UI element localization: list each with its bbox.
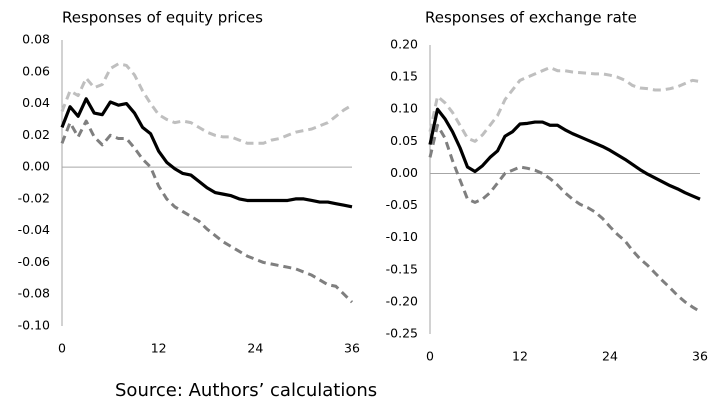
series-line xyxy=(60,62,353,145)
y-tick-label: 0.10 xyxy=(390,101,418,116)
x-tick-label: 0 xyxy=(58,341,66,356)
series-line xyxy=(428,123,701,313)
chart-title: Responses of equity prices xyxy=(62,9,263,27)
y-tick-label: 0.08 xyxy=(22,32,50,47)
y-tick-label: 0.04 xyxy=(22,95,50,110)
y-tick-label: -0.02 xyxy=(18,190,50,205)
series-line xyxy=(428,107,701,201)
x-tick-label: 36 xyxy=(344,341,360,356)
x-tick-label: 12 xyxy=(151,341,167,356)
y-tick-label: -0.04 xyxy=(18,222,50,237)
y-tick-label: 0.06 xyxy=(22,63,50,78)
series-line xyxy=(428,65,701,143)
series-line xyxy=(60,119,354,304)
x-tick-label: 24 xyxy=(602,349,618,364)
x-tick-label: 24 xyxy=(247,341,263,356)
y-tick-label: -0.20 xyxy=(386,293,418,308)
x-tick-label: 0 xyxy=(426,349,434,364)
y-tick-label: -0.10 xyxy=(18,318,50,333)
y-tick-label: 0.20 xyxy=(390,37,418,52)
chart-title: Responses of exchange rate xyxy=(425,9,637,27)
y-tick-label: -0.08 xyxy=(18,286,50,301)
y-tick-label: -0.10 xyxy=(386,229,418,244)
series-line xyxy=(60,97,353,209)
y-tick-label: 0.02 xyxy=(22,127,50,142)
x-tick-label: 12 xyxy=(512,349,528,364)
y-tick-label: -0.25 xyxy=(386,326,418,341)
y-tick-label: 0.15 xyxy=(390,69,418,84)
y-tick-label: 0.00 xyxy=(390,165,418,180)
x-tick-label: 36 xyxy=(692,349,708,364)
source-note: Source: Authors’ calculations xyxy=(115,380,377,401)
y-tick-label: -0.15 xyxy=(386,261,418,276)
y-tick-label: 0.05 xyxy=(390,133,418,148)
y-tick-label: -0.06 xyxy=(18,254,50,269)
y-tick-label: -0.05 xyxy=(386,197,418,212)
y-tick-label: 0.00 xyxy=(22,159,50,174)
